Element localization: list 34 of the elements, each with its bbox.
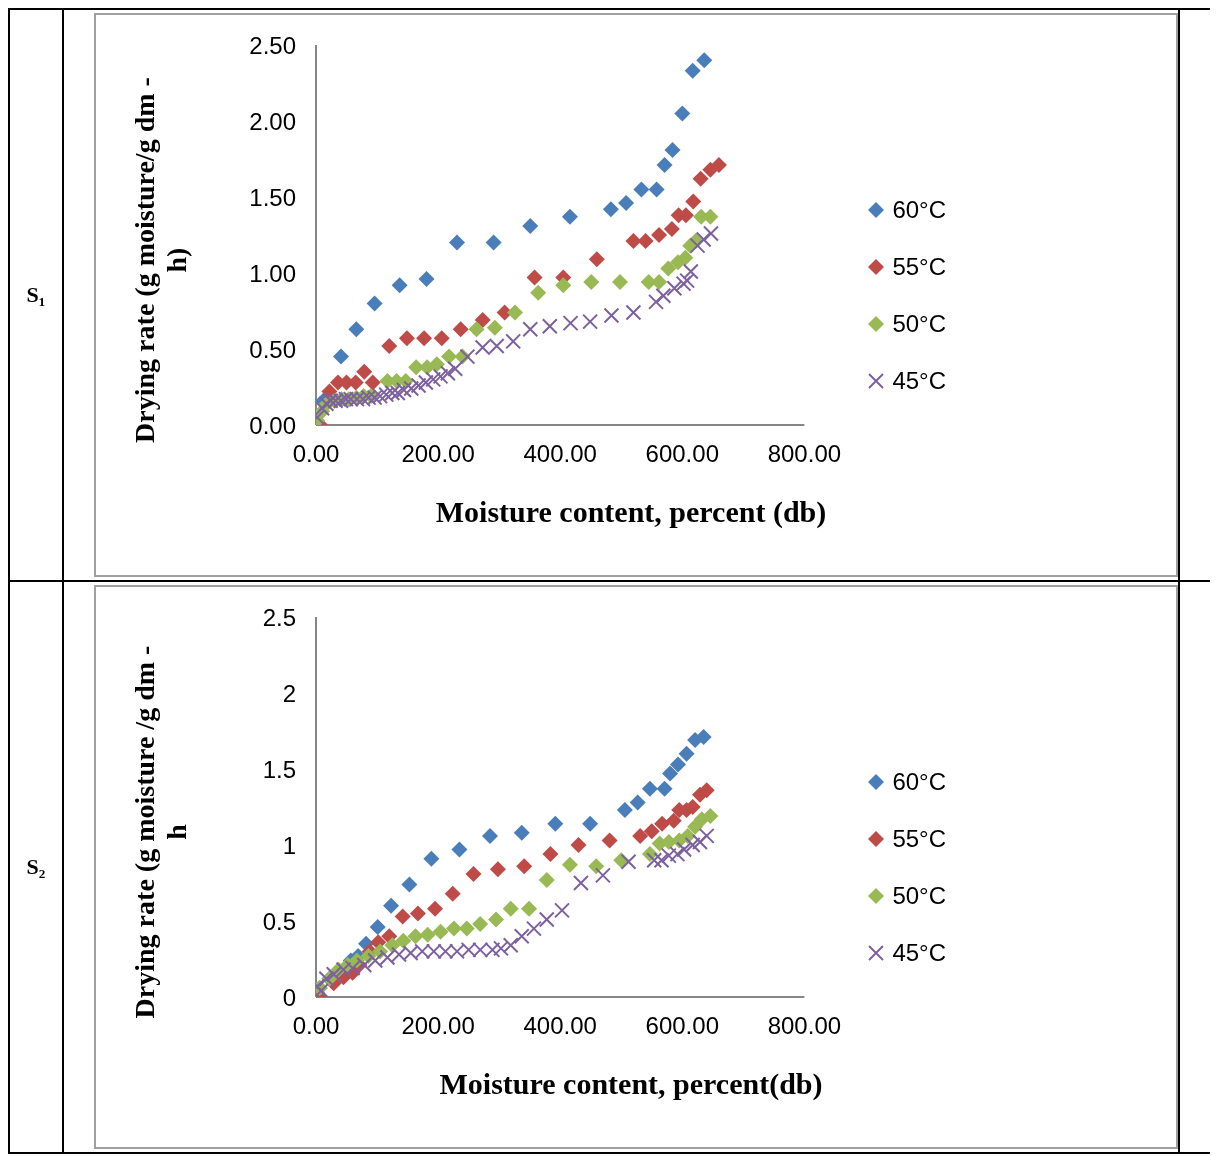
y-axis-title: Drying rate (g moisture /g dm - h [129,644,193,1021]
y-tick-label: 2.5 [262,603,296,631]
x-axis-title: Moisture content, percent(db) [438,1067,824,1101]
y-tick-label: 2.50 [249,31,296,59]
y-tick-label: 1 [282,831,296,859]
x-tick-label: 600.00 [645,440,719,468]
text: S₂ [26,854,46,880]
x-tick-label: 600.00 [645,1012,719,1040]
legend-label: 60°C [892,195,946,224]
x-tick-label: 200.00 [401,440,475,468]
x-tick-label: 200.00 [401,1012,475,1040]
y-tick-label: 1.5 [262,755,296,783]
legend-label: 60°C [892,767,946,796]
y-tick-label: 2.00 [249,107,296,135]
x-tick-label: 400.00 [523,440,597,468]
y-tick-label: 0.50 [249,335,296,363]
y-axis-title: Drying rate (g moisture/g dm - h) [129,76,193,445]
legend-label: 50°C [892,881,946,910]
x-tick-label: 400.00 [523,1012,597,1040]
y-tick-label: 0.5 [262,907,296,935]
y-tick-label: 1.50 [249,183,296,211]
y-tick-label: 0.00 [249,411,296,439]
legend-label: 50°C [892,309,946,338]
y-tick-label: 1.00 [249,259,296,287]
legend-label: 45°C [892,938,946,967]
text: S₁ [26,282,46,308]
y-tick-label: 2 [282,679,296,707]
x-tick-label: 800.00 [767,1012,842,1040]
legend-label: 55°C [892,252,946,281]
x-tick-label: 800.00 [767,440,842,468]
legend-label: 45°C [892,366,946,395]
y-tick-label: 0 [282,983,296,1011]
x-axis-title: Moisture content, percent (db) [434,495,828,529]
legend-label: 55°C [892,824,946,853]
